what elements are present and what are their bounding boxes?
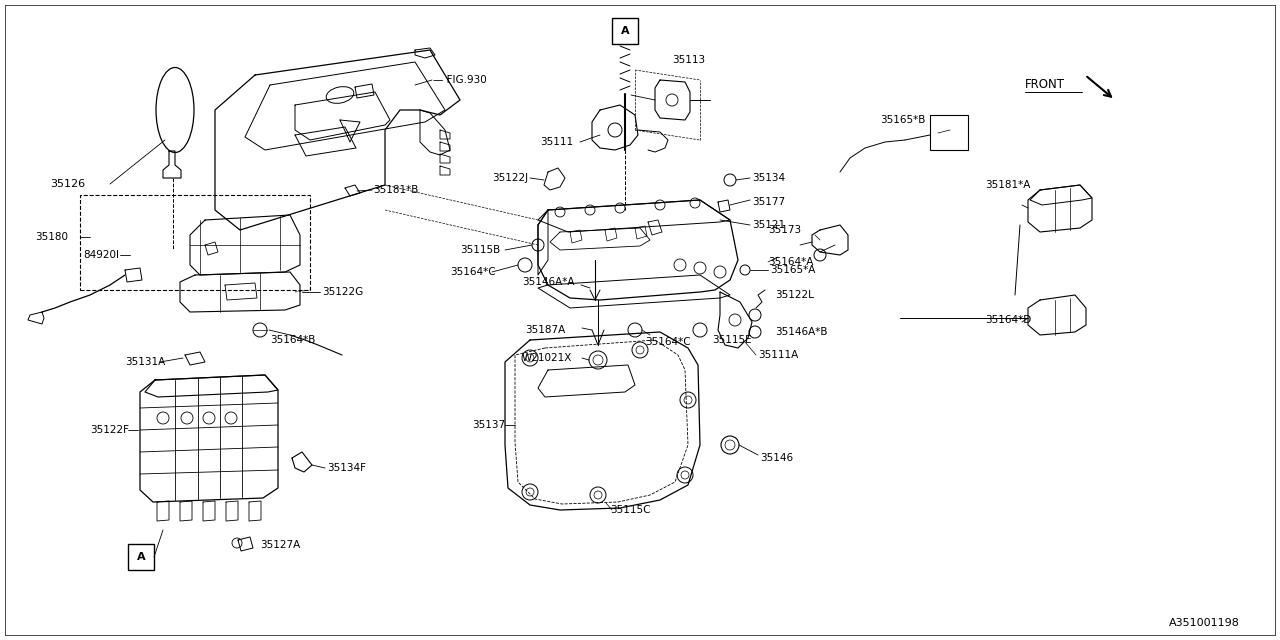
Text: 35127A: 35127A [260,540,301,550]
Text: 35146: 35146 [760,453,794,463]
Text: 35173: 35173 [768,225,801,235]
Text: 35165*B: 35165*B [881,115,925,125]
Text: 35122F: 35122F [90,425,129,435]
Text: 35115E: 35115E [712,335,751,345]
Text: 84920I: 84920I [83,250,119,260]
Text: 35134F: 35134F [326,463,366,473]
Text: 35180: 35180 [35,232,68,242]
Text: 35134: 35134 [753,173,785,183]
Text: 35137: 35137 [472,420,506,430]
Text: A: A [137,552,146,562]
Text: 35181*B: 35181*B [372,185,419,195]
Text: 35122L: 35122L [774,290,814,300]
Text: 35146A*A: 35146A*A [522,277,575,287]
Text: 35187A: 35187A [525,325,566,335]
Bar [79,195,310,290]
Text: 35164*D: 35164*D [986,315,1032,325]
Text: W21021X: W21021X [522,353,572,363]
Text: — FIG.930: — FIG.930 [433,75,486,85]
Text: 35164*B: 35164*B [270,335,315,345]
Text: 35165*A: 35165*A [771,265,815,275]
Text: 35115B: 35115B [460,245,500,255]
Text: 35122J: 35122J [492,173,529,183]
Text: 35121: 35121 [753,220,785,230]
Text: 35122G: 35122G [323,287,364,297]
Text: 35111A: 35111A [758,350,799,360]
Bar [612,18,637,44]
Text: 35181*A: 35181*A [986,180,1030,190]
Text: 35126: 35126 [50,179,86,189]
Bar [931,115,968,150]
Text: 35113: 35113 [672,55,705,65]
Text: 35111: 35111 [540,137,573,147]
Text: 35146A*B: 35146A*B [774,327,827,337]
Text: 35177: 35177 [753,197,785,207]
Text: A: A [621,26,630,36]
Text: 35164*A: 35164*A [768,257,813,267]
Text: 35131A: 35131A [125,357,165,367]
Text: FRONT: FRONT [1025,79,1065,92]
Text: 35164*C: 35164*C [645,337,691,347]
Text: 35115C: 35115C [611,505,650,515]
Text: A351001198: A351001198 [1169,618,1240,628]
Text: 35164*C: 35164*C [451,267,495,277]
Bar [128,544,154,570]
